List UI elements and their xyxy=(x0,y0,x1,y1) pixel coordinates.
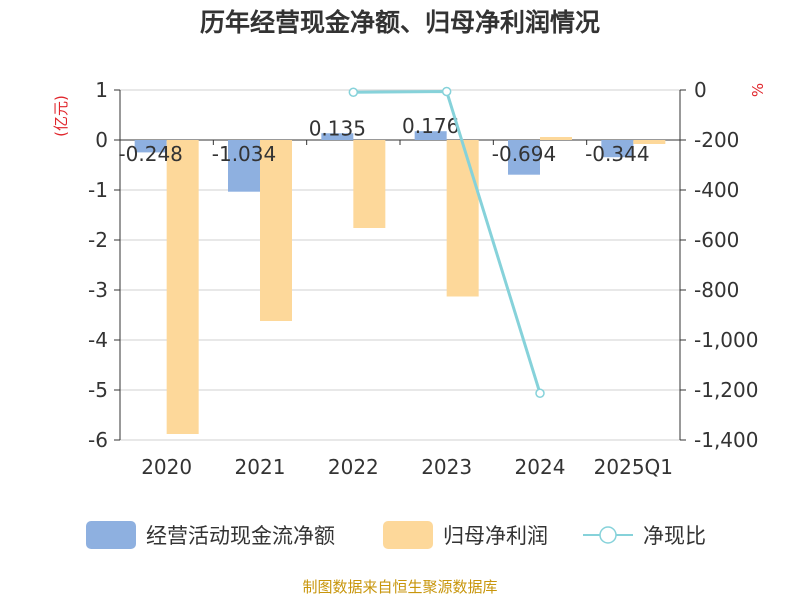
legend-label-cashflow: 经营活动现金流净额 xyxy=(146,524,335,548)
bar-netprofit-2020 xyxy=(166,140,199,434)
right-tick-label: -1,200 xyxy=(694,378,758,402)
right-tick-label: -200 xyxy=(694,128,739,152)
left-tick-label: -1 xyxy=(88,178,108,202)
left-tick-label: -4 xyxy=(88,328,108,352)
source-note: 制图数据来自恒生聚源数据库 xyxy=(302,578,497,596)
x-tick-label: 2023 xyxy=(421,455,472,479)
bar-netprofit-2024 xyxy=(540,137,572,140)
x-tick-label: 2020 xyxy=(141,455,192,479)
legend-swatch-netprofit xyxy=(383,521,433,549)
right-tick-label: -400 xyxy=(694,178,739,202)
bar-netprofit-2025Q1 xyxy=(633,140,666,144)
right-tick-label: -1,400 xyxy=(694,428,758,452)
point-net-cash-ratio xyxy=(441,86,452,97)
bar-netprofit-2023 xyxy=(446,140,479,297)
data-label-cashflow: -1.034 xyxy=(212,142,276,166)
point-net-cash-ratio xyxy=(348,87,359,97)
left-axis-unit: (亿元) xyxy=(52,95,70,137)
legend-swatch-ratio-marker xyxy=(599,526,617,544)
x-tick-label: 2024 xyxy=(515,455,566,479)
bar-cashflow-2020 xyxy=(134,140,167,153)
left-tick-label: -3 xyxy=(88,278,108,302)
bar-cashflow-2025Q1 xyxy=(601,140,634,158)
left-tick-label: -2 xyxy=(88,228,108,252)
bar-netprofit-2021 xyxy=(260,140,292,321)
x-tick-label: 2025Q1 xyxy=(594,455,673,479)
right-tick-label: -800 xyxy=(694,278,739,302)
right-tick-label: 0 xyxy=(694,78,707,102)
right-tick-label: -1,000 xyxy=(694,328,758,352)
point-net-cash-ratio xyxy=(535,388,545,398)
chart-title: 历年经营现金净额、归母净利润情况 xyxy=(200,8,600,37)
data-label-cashflow: -0.694 xyxy=(492,142,556,166)
legend-label-ratio: 净现比 xyxy=(643,524,706,548)
bar-netprofit-2022 xyxy=(353,140,386,228)
bar-cashflow-2023 xyxy=(414,131,447,140)
data-label-cashflow: 0.135 xyxy=(309,116,366,140)
x-tick-label: 2022 xyxy=(328,455,379,479)
right-axis-unit: % xyxy=(749,83,767,97)
right-tick-label: -600 xyxy=(694,228,739,252)
left-tick-label: 0 xyxy=(95,128,108,152)
data-label-cashflow: -0.248 xyxy=(118,142,182,166)
left-tick-label: -6 xyxy=(88,428,108,452)
x-tick-label: 2021 xyxy=(235,455,286,479)
legend-swatch-cashflow xyxy=(86,521,136,549)
left-tick-label: 1 xyxy=(95,78,108,102)
bar-cashflow-2022 xyxy=(321,133,354,140)
data-label-cashflow: -0.344 xyxy=(585,142,649,166)
legend-label-netprofit: 归母净利润 xyxy=(443,524,548,548)
data-label-cashflow: 0.176 xyxy=(402,114,459,138)
bar-cashflow-2024 xyxy=(508,140,540,175)
left-tick-label: -5 xyxy=(88,378,108,402)
bar-cashflow-2021 xyxy=(228,140,260,192)
